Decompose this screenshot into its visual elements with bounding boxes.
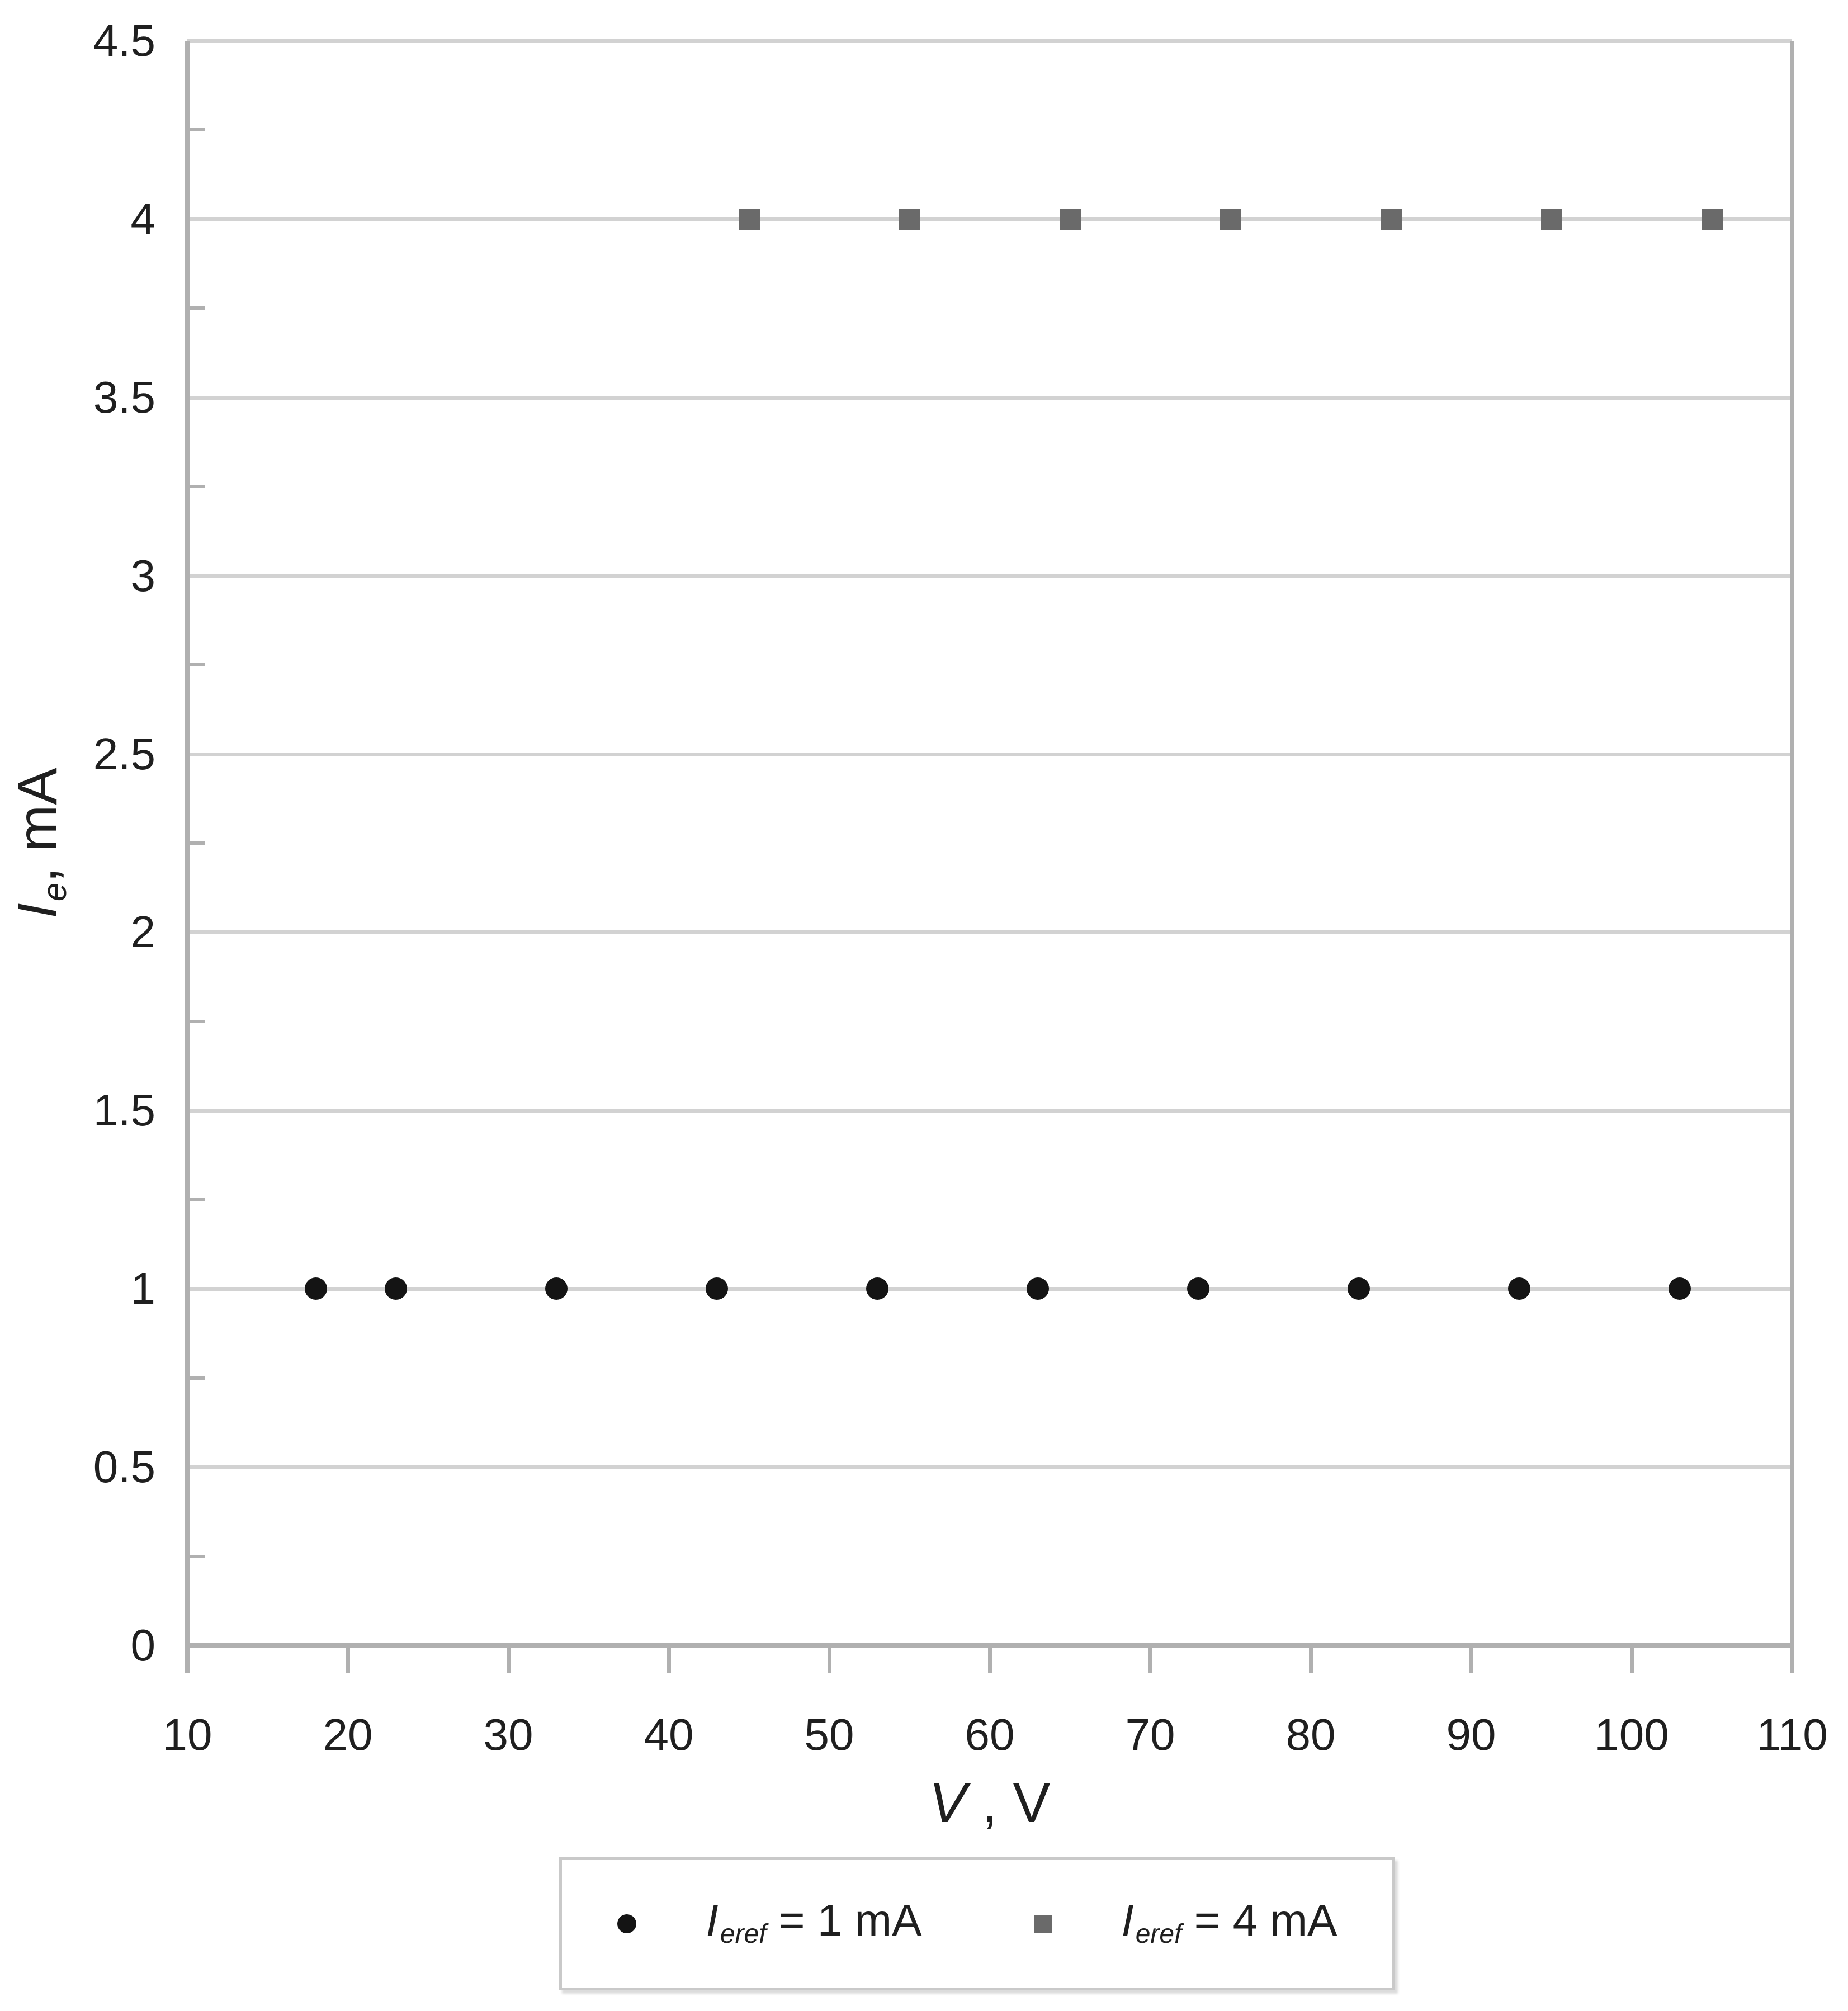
y-tick-label: 4 xyxy=(130,193,156,244)
x-tick xyxy=(1309,1645,1313,1673)
x-tick-label: 10 xyxy=(162,1710,212,1759)
y-tick-label: 0.5 xyxy=(93,1442,155,1492)
data-point-circle xyxy=(1187,1277,1210,1300)
data-point-square xyxy=(899,208,920,230)
legend-entry-4ma: Ieref = 4 mA xyxy=(1033,1892,1337,1955)
data-point-circle xyxy=(1669,1277,1691,1300)
x-tick-label: 80 xyxy=(1285,1710,1336,1759)
y-axis-line xyxy=(185,41,190,1673)
data-point-circle xyxy=(304,1277,327,1300)
x-tick xyxy=(1469,1645,1473,1673)
gridline xyxy=(187,1465,1792,1470)
y-axis-symbol: I xyxy=(6,903,69,919)
y-minor-tick xyxy=(187,128,205,132)
x-tick xyxy=(667,1645,671,1673)
x-tick-label: 90 xyxy=(1446,1710,1496,1759)
y-axis-title: Ie, mA xyxy=(3,675,73,1011)
data-point-square xyxy=(1220,208,1241,230)
x-tick-label: 110 xyxy=(1756,1710,1828,1759)
x-tick xyxy=(507,1645,511,1673)
x-axis-symbol: V xyxy=(929,1772,967,1834)
gridline xyxy=(187,930,1792,935)
y-minor-tick xyxy=(187,1554,205,1558)
y-tick-label: 2 xyxy=(130,907,156,957)
x-tick xyxy=(1148,1645,1152,1673)
gridline xyxy=(187,574,1792,578)
data-point-circle xyxy=(1348,1277,1370,1300)
x-tick-label: 20 xyxy=(323,1710,373,1759)
y-minor-tick xyxy=(187,663,205,667)
x-tick xyxy=(346,1645,350,1673)
x-tick xyxy=(186,1645,190,1673)
x-tick-label: 40 xyxy=(644,1710,694,1759)
data-point-square xyxy=(1380,208,1402,230)
data-point-circle xyxy=(1027,1277,1050,1300)
gridline xyxy=(187,752,1792,756)
y-tick-label: 0 xyxy=(130,1620,156,1670)
x-axis-unit: , V xyxy=(966,1772,1051,1834)
y-tick-label: 2.5 xyxy=(93,728,155,779)
data-point-circle xyxy=(866,1277,889,1300)
data-point-square xyxy=(738,208,760,230)
legend-circle-marker-icon xyxy=(617,1914,636,1933)
gridline xyxy=(187,1287,1792,1291)
y-axis-unit: , mA xyxy=(6,768,69,883)
x-tick xyxy=(1790,1645,1794,1673)
y-tick-label: 4.5 xyxy=(93,16,155,65)
x-tick-label: 30 xyxy=(483,1710,533,1759)
data-point-circle xyxy=(706,1277,729,1300)
y-minor-tick xyxy=(187,485,205,489)
x-tick xyxy=(1630,1645,1634,1673)
x-tick-label: 60 xyxy=(965,1710,1015,1759)
data-point-square xyxy=(1540,208,1562,230)
gridline xyxy=(187,395,1792,400)
legend: Ieref = 1 mA Ieref = 4 mA xyxy=(559,1857,1395,1990)
y-minor-tick xyxy=(187,841,205,845)
x-tick xyxy=(988,1645,992,1673)
plot-area xyxy=(187,39,1792,1645)
gridline xyxy=(187,1109,1792,1113)
x-axis-title: V , V xyxy=(710,1768,1269,1838)
y-tick-label: 1 xyxy=(130,1264,156,1314)
x-tick-label: 50 xyxy=(804,1710,854,1759)
y-minor-tick xyxy=(187,1019,205,1023)
legend-entry-1ma: Ieref = 1 mA xyxy=(617,1892,922,1955)
data-point-circle xyxy=(1508,1277,1531,1300)
x-tick-label: 100 xyxy=(1594,1710,1669,1759)
legend-square-marker-icon xyxy=(1033,1915,1052,1933)
y-minor-tick xyxy=(187,1198,205,1201)
data-point-circle xyxy=(385,1277,408,1300)
y-tick-label: 1.5 xyxy=(93,1085,155,1135)
legend-label-4ma: Ieref = 4 mA xyxy=(1121,1895,1337,1950)
data-point-circle xyxy=(545,1277,568,1300)
y-tick-label: 3.5 xyxy=(93,372,155,422)
gridline xyxy=(187,39,1792,43)
y-tick-label: 3 xyxy=(130,550,156,600)
x-tick xyxy=(828,1645,831,1673)
gridline xyxy=(187,217,1792,221)
data-point-square xyxy=(1059,208,1081,230)
data-point-square xyxy=(1701,208,1723,230)
y-axis-subscript: e xyxy=(35,882,73,902)
y-minor-tick xyxy=(187,1376,205,1380)
x-tick-label: 70 xyxy=(1125,1710,1175,1759)
legend-label-1ma: Ieref = 1 mA xyxy=(706,1895,922,1950)
plot-right-border xyxy=(1790,41,1794,1673)
y-minor-tick xyxy=(187,306,205,310)
